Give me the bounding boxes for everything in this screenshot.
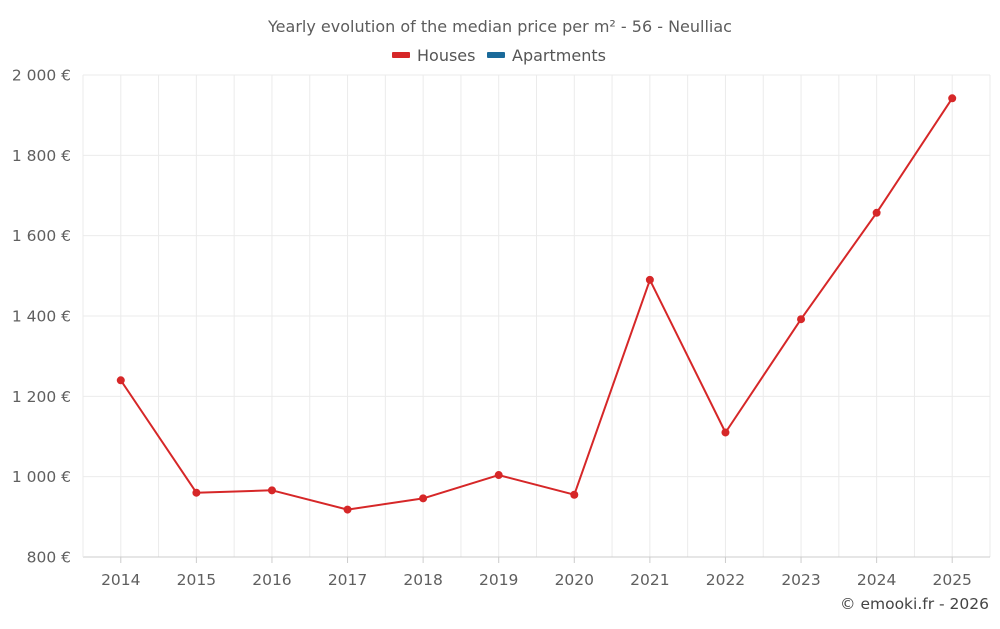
x-tick-label: 2022: [706, 571, 745, 589]
y-tick-label: 1 800 €: [12, 147, 71, 165]
data-point[interactable]: [797, 315, 806, 324]
x-tick-label: 2019: [479, 571, 518, 589]
y-tick-label: 2 000 €: [12, 67, 71, 85]
y-tick-label: 1 000 €: [12, 468, 71, 486]
legend: Houses Apartments: [392, 46, 606, 65]
grid: [83, 74, 991, 557]
y-tick-label: 1 600 €: [12, 227, 71, 245]
x-tick-label: 2020: [555, 571, 594, 589]
data-point[interactable]: [645, 275, 654, 284]
data-point[interactable]: [343, 505, 352, 514]
data-point[interactable]: [494, 471, 503, 480]
data-point[interactable]: [419, 494, 428, 503]
credit-text: © emooki.fr - 2026: [840, 595, 989, 613]
x-tick-label: 2024: [857, 571, 896, 589]
x-tick-label: 2016: [252, 571, 291, 589]
data-point[interactable]: [570, 490, 579, 499]
x-tick-label: 2015: [177, 571, 216, 589]
legend-label-houses[interactable]: Houses: [417, 46, 475, 65]
x-tick-label: 2017: [328, 571, 367, 589]
x-tick-label: 2025: [932, 571, 971, 589]
data-point[interactable]: [721, 428, 730, 437]
data-point[interactable]: [948, 94, 957, 103]
x-tick-label: 2018: [403, 571, 442, 589]
data-point[interactable]: [267, 486, 276, 495]
x-tick-label: 2023: [781, 571, 820, 589]
data-point[interactable]: [872, 208, 881, 217]
data-point[interactable]: [116, 376, 125, 385]
y-tick-label: 800 €: [27, 549, 71, 567]
legend-swatch-houses[interactable]: [392, 52, 410, 58]
y-tick-label: 1 200 €: [12, 388, 71, 406]
series-line-houses: [119, 97, 954, 511]
x-tick-label: 2021: [630, 571, 669, 589]
legend-swatch-apartments[interactable]: [487, 52, 505, 58]
series-houses: [116, 94, 957, 514]
chart-title: Yearly evolution of the median price per…: [267, 17, 732, 36]
axes: 800 € 1 000 € 1 200 € 1 400 € 1 600 € 1 800 €…: [12, 67, 990, 589]
x-tick-label: 2014: [101, 571, 140, 589]
data-point[interactable]: [192, 488, 201, 497]
legend-label-apartments[interactable]: Apartments: [512, 46, 606, 65]
y-tick-label: 1 400 €: [12, 308, 71, 326]
